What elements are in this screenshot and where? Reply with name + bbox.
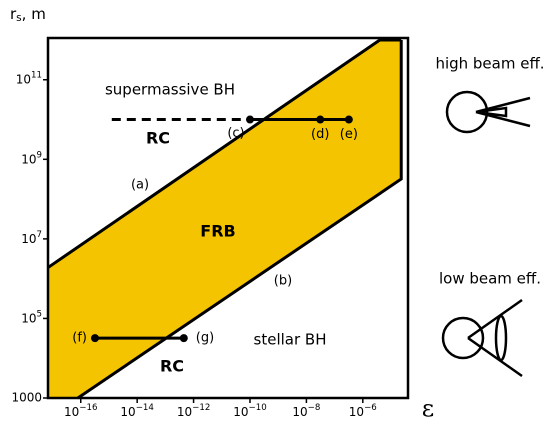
label-part: 5 <box>37 309 43 319</box>
x-tick-label: 10−16 <box>64 403 97 419</box>
x-axis-label: ε <box>422 395 434 423</box>
point-label: (c) <box>227 126 244 141</box>
label-part: 10 <box>21 231 36 245</box>
x-tick-label: 10−12 <box>177 403 210 419</box>
point-label: (e) <box>340 127 358 142</box>
x-tick-label: 10−6 <box>349 403 377 419</box>
annotation: (b) <box>274 274 292 289</box>
point-label: (f) <box>72 331 87 346</box>
label-part: 10 <box>233 405 248 419</box>
y-tick-label: 1011 <box>16 70 42 86</box>
low-beam-cone <box>467 298 523 378</box>
annotation: RC <box>146 129 170 148</box>
label-part: 10 <box>120 405 135 419</box>
point-label: (d) <box>311 127 329 142</box>
high-beam-cone <box>475 96 531 128</box>
high-beam-circle <box>445 90 489 134</box>
y-tick-label: 109 <box>21 150 42 166</box>
label-part: 10 <box>21 311 36 325</box>
y-tick-label: 107 <box>21 229 42 245</box>
x-tick-label: 10−8 <box>292 403 320 419</box>
line <box>47 38 402 269</box>
x-tick-label: 10−14 <box>120 403 153 419</box>
label-part: s <box>16 12 21 24</box>
annotation: stellar BH <box>254 331 327 349</box>
label-part: 10 <box>292 405 307 419</box>
frb-band <box>48 39 402 399</box>
label-part: −16 <box>79 403 97 413</box>
label-part: −8 <box>308 403 321 413</box>
point <box>316 115 325 124</box>
label-part: 10 <box>349 405 364 419</box>
y-tick-label: 1000 <box>11 391 42 405</box>
x-tick-label: 10−10 <box>233 403 266 419</box>
side-label: low beam eff. <box>439 270 541 288</box>
label-part: r <box>10 5 17 23</box>
label-part: −14 <box>136 403 154 413</box>
point <box>344 115 353 124</box>
label-part: 10 <box>64 405 79 419</box>
plot-frame <box>46 36 410 400</box>
label-part: −12 <box>192 403 210 413</box>
line <box>77 39 403 400</box>
label-part: 10 <box>21 152 36 166</box>
point-label: (g) <box>196 331 214 346</box>
annotation: RC <box>160 357 184 376</box>
label-part: 7 <box>37 229 43 239</box>
low-beam-circle <box>441 316 485 360</box>
y-tick-label: 105 <box>21 309 42 325</box>
label-part: −10 <box>249 403 267 413</box>
side-label: high beam eff. <box>435 55 544 73</box>
point <box>245 115 254 124</box>
annotation: supermassive BH <box>105 81 235 99</box>
point <box>179 334 188 343</box>
annotation: FRB <box>200 222 235 241</box>
label-part: 9 <box>37 150 43 160</box>
label-part: 10 <box>177 405 192 419</box>
label-part: 11 <box>31 70 42 80</box>
low-beam-ellipse <box>494 314 508 362</box>
y-axis-label: rs, m <box>10 5 46 25</box>
label-part: −6 <box>364 403 377 413</box>
annotation: (a) <box>131 178 149 193</box>
beam-icons <box>441 90 531 378</box>
label-part: 10 <box>16 72 31 86</box>
label-part: , m <box>22 5 46 23</box>
point <box>90 334 99 343</box>
